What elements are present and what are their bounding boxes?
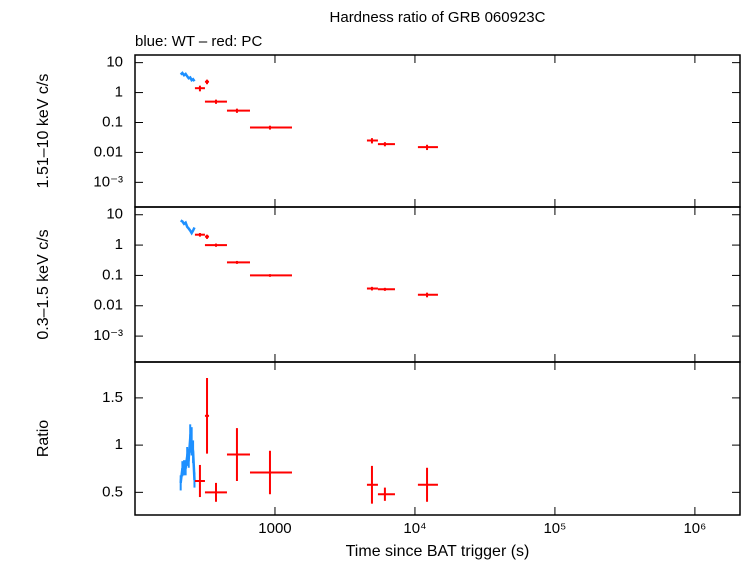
y-tick-label: 10⁻³: [93, 327, 123, 344]
y-tick-label: 10: [106, 54, 123, 71]
y-tick-label: 0.01: [94, 297, 123, 314]
y-axis-label: Ratio: [35, 420, 52, 457]
y-tick-label: 1: [115, 236, 123, 253]
y-tick-label: 0.1: [102, 113, 123, 130]
chart-title: Hardness ratio of GRB 060923C: [330, 9, 546, 26]
y-tick-label: 1: [115, 436, 123, 453]
y-tick-label: 10: [106, 206, 123, 223]
plot-frame: [134, 206, 741, 363]
y-axis-label: 0.3–1.5 keV c/s: [35, 229, 52, 339]
y-tick-label: 0.5: [102, 483, 123, 500]
data-line: [179, 71, 196, 82]
y-tick-label: 0.1: [102, 266, 123, 283]
x-tick-label: 10⁵: [543, 520, 566, 537]
y-axis-label: 1.51–10 keV c/s: [35, 74, 52, 189]
y-tick-label: 0.01: [94, 143, 123, 160]
x-tick-label: 10⁴: [403, 520, 426, 537]
chart-subtitle: blue: WT – red: PC: [135, 33, 262, 50]
y-tick-label: 1.5: [102, 389, 123, 406]
data-line: [180, 219, 196, 236]
x-axis-label: Time since BAT trigger (s): [346, 543, 530, 560]
x-tick-label: 10⁶: [683, 520, 706, 537]
x-tick-label: 1000: [258, 520, 291, 537]
y-tick-label: 10⁻³: [93, 173, 123, 190]
y-tick-label: 1: [115, 84, 123, 101]
plot-frame: [134, 361, 741, 516]
plot-frame: [134, 54, 741, 208]
